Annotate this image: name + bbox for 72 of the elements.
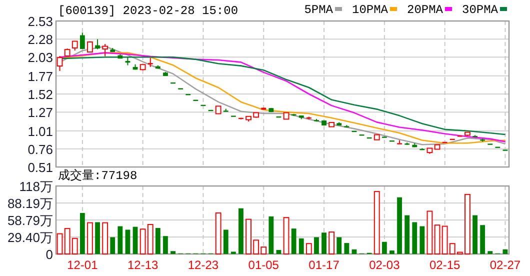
bar xyxy=(283,217,290,254)
bar xyxy=(87,222,93,254)
y-tick-label: 0.51 xyxy=(28,160,53,175)
y-tick-label: 1.77 xyxy=(28,68,53,84)
y-tick-label: 29.40万 xyxy=(7,230,53,245)
bar xyxy=(336,237,342,254)
bar xyxy=(118,226,123,254)
candlestick xyxy=(72,40,78,52)
legend-label: 10PMA xyxy=(352,3,389,17)
y-tick-label: 88.19万 xyxy=(7,196,53,211)
bar xyxy=(426,210,433,254)
y-tick-label: 2.53 xyxy=(28,14,53,29)
bar xyxy=(322,232,326,254)
chart-title: [600139] 2023-02-28 15:00 xyxy=(58,4,238,18)
y-tick-label: 1.27 xyxy=(28,105,53,120)
x-tick-label: 02-15 xyxy=(429,258,460,272)
bar xyxy=(298,238,304,254)
x-tick-label: 01-17 xyxy=(308,258,340,272)
legend-label: 5PMA xyxy=(304,3,334,17)
bar xyxy=(238,208,244,254)
bar xyxy=(412,222,418,254)
x-tick-label: 12-01 xyxy=(67,258,98,272)
bar xyxy=(314,237,319,254)
bar xyxy=(268,216,274,254)
bar xyxy=(488,251,493,254)
y-tick-label: 118万 xyxy=(19,179,53,194)
bar xyxy=(382,242,387,254)
bar xyxy=(480,225,486,254)
bar xyxy=(434,224,440,254)
candlestick xyxy=(87,40,93,53)
x-tick-label: 12-23 xyxy=(188,258,219,272)
candlestick xyxy=(102,43,108,57)
bar xyxy=(390,250,394,254)
bar xyxy=(344,243,350,254)
bar xyxy=(223,230,228,254)
bar xyxy=(276,250,282,254)
x-tick-label: 02-03 xyxy=(369,258,400,272)
bar xyxy=(328,232,335,254)
y-tick-label: 2.28 xyxy=(28,32,53,48)
bar xyxy=(155,228,160,254)
bar xyxy=(163,236,168,254)
y-tick-label: 58.79万 xyxy=(7,213,53,228)
x-tick-label: 02-27 xyxy=(490,258,521,272)
bar xyxy=(472,215,478,254)
bar xyxy=(95,222,100,254)
bar xyxy=(306,243,312,254)
y-tick-label: 0 xyxy=(46,247,53,262)
bar xyxy=(215,212,222,254)
legend-label: 20PMA xyxy=(407,3,444,17)
bar xyxy=(397,197,402,254)
candlestick xyxy=(80,32,85,50)
x-tick-label: 12-13 xyxy=(127,258,158,272)
bar xyxy=(110,237,116,254)
bar xyxy=(420,226,425,254)
bar xyxy=(56,233,63,254)
bar xyxy=(291,228,296,254)
bar xyxy=(170,251,176,254)
bar xyxy=(80,212,85,254)
legend-label: 30PMA xyxy=(462,3,499,17)
bar xyxy=(132,226,138,254)
bar xyxy=(125,230,130,254)
y-tick-label: 2.03 xyxy=(28,50,53,66)
x-tick-label: 01-05 xyxy=(248,258,280,272)
y-tick-label: 1.01 xyxy=(28,124,53,139)
bar xyxy=(102,222,108,254)
y-tick-label: 0.76 xyxy=(28,142,53,157)
candlestick xyxy=(56,55,63,72)
chart-title: 成交量:77198 xyxy=(58,168,138,183)
candlestick xyxy=(95,38,100,50)
bar xyxy=(374,191,380,254)
y-tick-label: 1.52 xyxy=(28,87,53,102)
bar xyxy=(404,215,410,254)
